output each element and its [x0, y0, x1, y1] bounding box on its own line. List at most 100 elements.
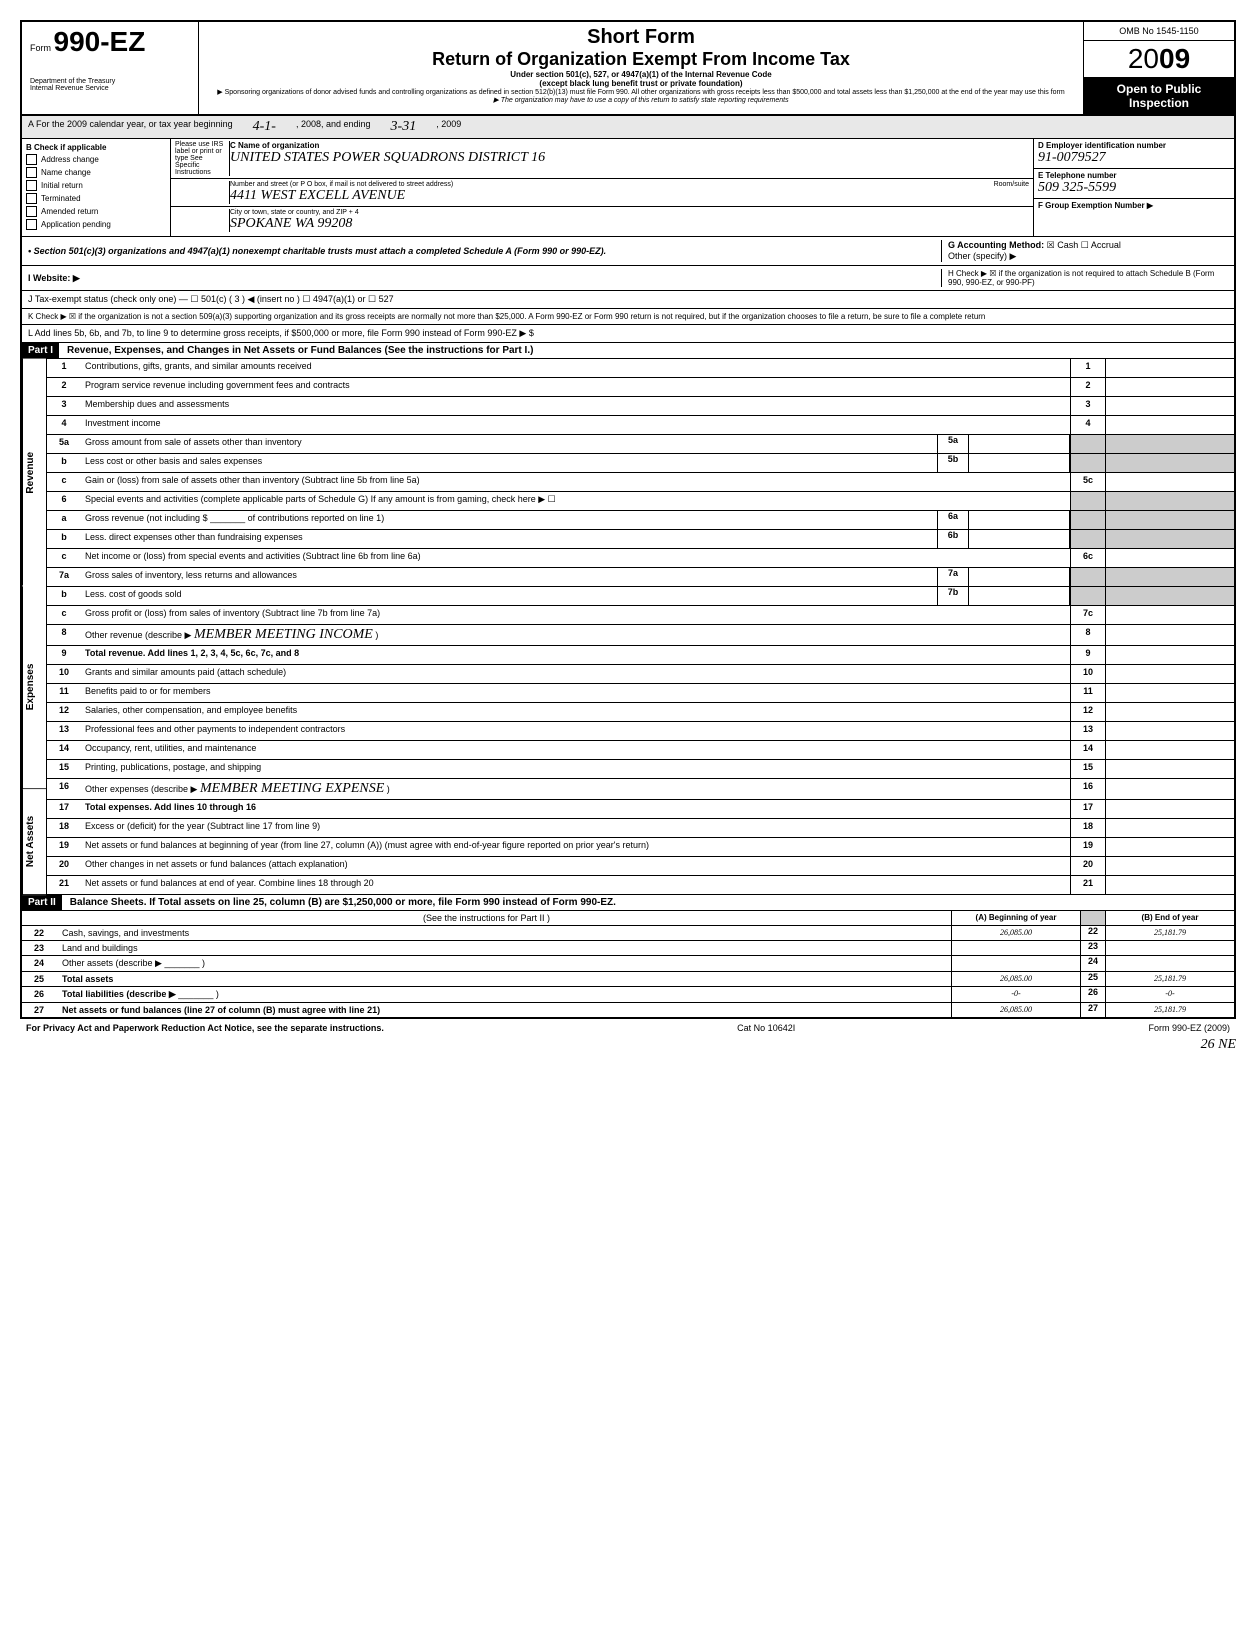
line7b-desc: Less. cost of goods sold: [81, 587, 937, 605]
note1: ▶ Sponsoring organizations of donor advi…: [203, 88, 1079, 96]
phone: 509 325-5599: [1038, 180, 1230, 196]
side-labels: Revenue Expenses Net Assets: [22, 359, 47, 895]
opt-amend: Amended return: [41, 207, 98, 216]
expenses-label: Expenses: [22, 586, 46, 789]
part2-instr: (See the instructions for Part II ): [22, 911, 951, 925]
opt-name: Name change: [41, 168, 91, 177]
form-990ez: Form 990-EZ Department of the Treasury I…: [20, 20, 1236, 1019]
bal26-desc: Total liabilities (describe ▶: [62, 989, 176, 999]
g-accrual: Accrual: [1091, 240, 1121, 250]
line10-desc: Grants and similar amounts paid (attach …: [81, 665, 1070, 683]
part1-grid: Revenue Expenses Net Assets 1Contributio…: [22, 359, 1234, 895]
line6a-desc: Gross revenue (not including $ _______ o…: [81, 511, 937, 529]
g-other: Other (specify) ▶: [948, 251, 1228, 262]
open-public: Open to Public Inspection: [1084, 78, 1234, 114]
year-outline: 20: [1128, 43, 1159, 74]
cb-name[interactable]: [26, 167, 37, 178]
footer: For Privacy Act and Paperwork Reduction …: [20, 1019, 1236, 1037]
opt-initial: Initial return: [41, 181, 83, 190]
cb-term[interactable]: [26, 193, 37, 204]
bal27-a: 26,085.00: [951, 1003, 1080, 1017]
org-name: UNITED STATES POWER SQUADRONS DISTRICT 1…: [230, 150, 1029, 166]
g-label: G Accounting Method:: [948, 240, 1044, 250]
c-name-label: C Name of organization: [230, 141, 1029, 150]
website-label: I Website: ▶: [28, 273, 941, 284]
irs-label: Internal Revenue Service: [30, 85, 190, 92]
line15-desc: Printing, publications, postage, and shi…: [81, 760, 1070, 778]
row-j: J Tax-exempt status (check only one) — ☐…: [22, 291, 1234, 309]
dept-label: Department of the Treasury: [30, 78, 190, 85]
line16-hw: MEMBER MEETING EXPENSE: [200, 781, 384, 796]
form-number-box: Form 990-EZ Department of the Treasury I…: [22, 22, 199, 114]
lines-content: 1Contributions, gifts, grants, and simil…: [47, 359, 1234, 895]
line7c-desc: Gross profit or (loss) from sales of inv…: [81, 606, 1070, 624]
row-l: L Add lines 5b, 6b, and 7b, to line 9 to…: [22, 325, 1234, 343]
row-i: I Website: ▶ H Check ▶ ☒ if the organiza…: [22, 266, 1234, 291]
please-label: Please use IRS label or print or type Se…: [175, 141, 230, 176]
d-label: D Employer identification number: [1038, 141, 1230, 150]
part1-title: Revenue, Expenses, and Changes in Net As…: [59, 345, 533, 356]
col-b: B Check if applicable Address change Nam…: [22, 139, 171, 236]
note2: ▶ The organization may have to use a cop…: [203, 96, 1079, 104]
inspection-label: Inspection: [1088, 96, 1230, 110]
bal27-desc: Net assets or fund balances (line 27 of …: [56, 1003, 951, 1017]
cb-address[interactable]: [26, 154, 37, 165]
addr-label: Number and street (or P O box, if mail i…: [230, 181, 453, 188]
subtitle2: (except black lung benefit trust or priv…: [203, 79, 1079, 88]
subtitle1: Under section 501(c), 527, or 4947(a)(1)…: [203, 70, 1079, 79]
year-box: 2009: [1084, 41, 1234, 78]
line8-hw: MEMBER MEETING INCOME: [194, 627, 373, 642]
title-box: Short Form Return of Organization Exempt…: [199, 22, 1083, 114]
line20-desc: Other changes in net assets or fund bala…: [81, 857, 1070, 875]
city-label: City or town, state or country, and ZIP …: [230, 209, 1029, 216]
bal25-a: 26,085.00: [951, 972, 1080, 986]
part2-title: Balance Sheets. If Total assets on line …: [62, 897, 616, 908]
part2-cols: (See the instructions for Part II ) (A) …: [22, 911, 1234, 926]
line5c-desc: Gain or (loss) from sale of assets other…: [81, 473, 1070, 491]
bal26-b: -0-: [1105, 987, 1234, 1002]
line12-desc: Salaries, other compensation, and employ…: [81, 703, 1070, 721]
opt-app: Application pending: [41, 220, 111, 229]
line18-desc: Excess or (deficit) for the year (Subtra…: [81, 819, 1070, 837]
line17-desc: Total expenses. Add lines 10 through 16: [81, 800, 1070, 818]
form-ref: Form 990-EZ (2009): [1148, 1023, 1230, 1033]
year-bold: 09: [1159, 43, 1190, 74]
revenue-label: Revenue: [22, 359, 46, 586]
return-title: Return of Organization Exempt From Incom…: [203, 49, 1079, 70]
line5a-desc: Gross amount from sale of assets other t…: [81, 435, 937, 453]
form-prefix: Form: [30, 43, 51, 53]
line13-desc: Professional fees and other payments to …: [81, 722, 1070, 740]
opt-address: Address change: [41, 155, 99, 164]
line5b-desc: Less cost or other basis and sales expen…: [81, 454, 937, 472]
section-bcd: B Check if applicable Address change Nam…: [22, 139, 1234, 237]
bal22-desc: Cash, savings, and investments: [56, 926, 951, 940]
cb-amend[interactable]: [26, 206, 37, 217]
line8-desc: Other revenue (describe ▶: [85, 630, 191, 640]
bal22-a: 26,085.00: [951, 926, 1080, 940]
col-d: D Employer identification number 91-0079…: [1034, 139, 1234, 236]
line16-desc: Other expenses (describe ▶: [85, 784, 197, 794]
cb-initial[interactable]: [26, 180, 37, 191]
colA-label: (A) Beginning of year: [951, 911, 1080, 925]
short-form-title: Short Form: [203, 26, 1079, 49]
row-a-hw2: 3-31: [391, 119, 417, 135]
h-label: H Check ▶ ☒ if the organization is not r…: [941, 269, 1228, 287]
line21-desc: Net assets or fund balances at end of ye…: [81, 876, 1070, 894]
part2-header: Part II Balance Sheets. If Total assets …: [22, 895, 1234, 911]
part1-label: Part I: [22, 343, 59, 358]
line6-desc: Special events and activities (complete …: [81, 492, 1070, 510]
privacy-text: For Privacy Act and Paperwork Reduction …: [26, 1023, 384, 1033]
b-label: B Check if applicable: [26, 143, 166, 152]
bal23-desc: Land and buildings: [56, 941, 951, 955]
f-label: F Group Exemption Number ▶: [1038, 201, 1230, 210]
line4-desc: Investment income: [81, 416, 1070, 434]
line14-desc: Occupancy, rent, utilities, and maintena…: [81, 741, 1070, 759]
netassets-label: Net Assets: [22, 789, 46, 895]
g-cash: Cash: [1057, 240, 1078, 250]
bal22-b: 25,181.79: [1105, 926, 1234, 940]
line3-desc: Membership dues and assessments: [81, 397, 1070, 415]
row-a: A For the 2009 calendar year, or tax yea…: [22, 116, 1234, 139]
colB-label: (B) End of year: [1105, 911, 1234, 925]
line11-desc: Benefits paid to or for members: [81, 684, 1070, 702]
cb-app[interactable]: [26, 219, 37, 230]
